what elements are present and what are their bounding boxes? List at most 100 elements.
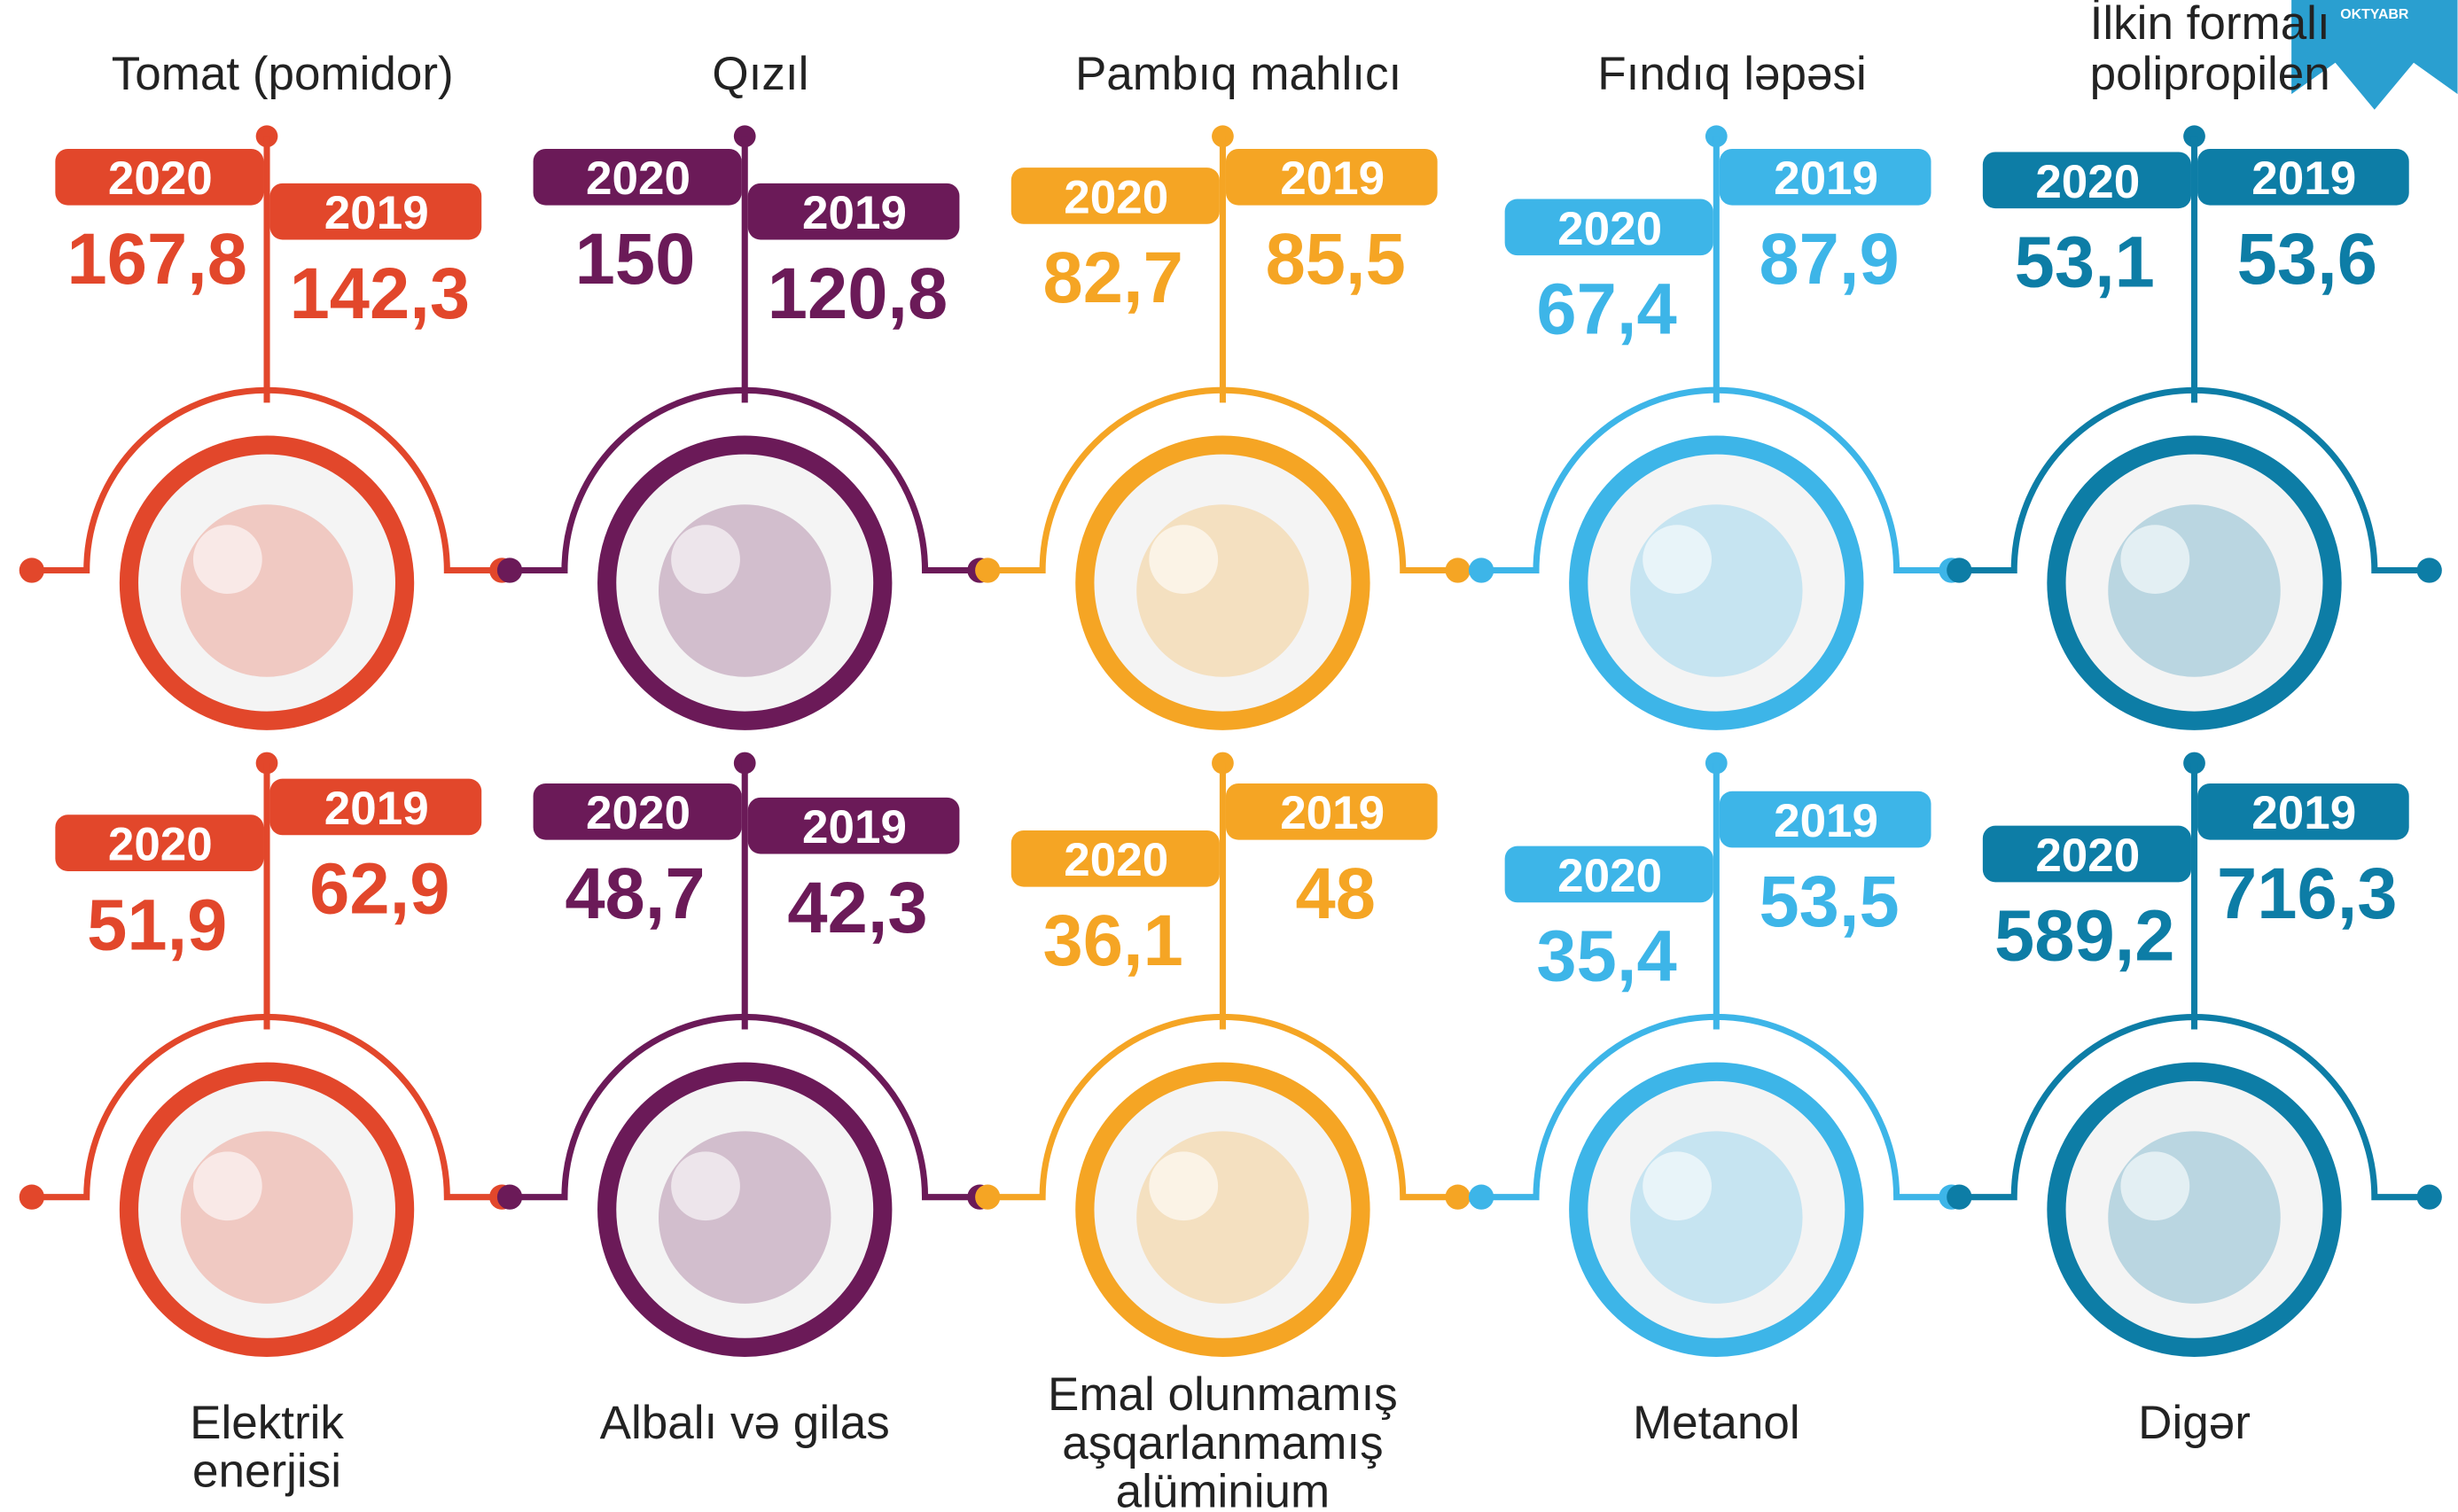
year-label: 2019 xyxy=(324,783,429,835)
end-dot xyxy=(2417,557,2442,582)
infographic: OKTYABR 2020 2019 167,8 142,3 Tomat (pomidor… xyxy=(0,0,2458,1512)
end-dot xyxy=(1469,557,1494,582)
year-label: 2019 xyxy=(802,187,907,239)
value-2019: 53,6 xyxy=(2237,219,2377,300)
year-label: 2020 xyxy=(108,819,213,871)
item-label: enerjisi xyxy=(192,1446,341,1498)
image-placeholder xyxy=(1630,504,1802,676)
value-2019: 85,5 xyxy=(1266,219,1406,300)
year-label: 2020 xyxy=(586,787,691,839)
item-card: 2020 2019 67,4 87,9 Fındıq ləpəsi xyxy=(1469,48,1964,721)
year-label: 2020 xyxy=(2035,156,2140,208)
item-label: alüminium xyxy=(1116,1466,1330,1512)
end-dot xyxy=(497,557,522,582)
image-placeholder xyxy=(181,1131,353,1303)
image-placeholder xyxy=(671,525,740,594)
value-2019: 120,8 xyxy=(768,253,948,334)
value-2020: 53,1 xyxy=(2015,222,2155,303)
year-label: 2019 xyxy=(324,187,429,239)
end-dot xyxy=(975,557,1000,582)
image-placeholder xyxy=(181,504,353,676)
end-dot xyxy=(1445,1185,1470,1210)
image-placeholder xyxy=(193,1151,262,1220)
item-label: Fındıq ləpəsi xyxy=(1597,48,1867,100)
image-placeholder xyxy=(1149,1151,1218,1220)
image-placeholder xyxy=(659,1131,831,1303)
value-2020: 35,4 xyxy=(1536,916,1676,997)
year-label: 2019 xyxy=(2251,787,2356,839)
end-dot xyxy=(20,1185,44,1210)
end-dot xyxy=(20,557,44,582)
value-2019: 48 xyxy=(1295,853,1375,934)
year-label: 2019 xyxy=(1280,152,1385,205)
value-2019: 716,3 xyxy=(2217,853,2397,934)
value-2020: 150 xyxy=(575,219,696,300)
item-card: 2020 2019 589,2 716,3 Digər xyxy=(1947,752,2442,1449)
image-placeholder xyxy=(1643,1151,1712,1220)
end-dot xyxy=(2417,1185,2442,1210)
value-2020: 36,1 xyxy=(1043,900,1183,981)
end-dot xyxy=(1445,557,1470,582)
end-dot xyxy=(1947,557,1971,582)
item-card: 2020 2019 82,7 85,5 Pambıq mahlıcı xyxy=(975,48,1471,721)
image-placeholder xyxy=(1136,1131,1308,1303)
item-card: 2020 2019 48,7 42,3 Albalı və gilas xyxy=(497,752,993,1449)
year-label: 2020 xyxy=(108,152,213,205)
year-label: 2020 xyxy=(1557,850,1662,902)
value-2020: 51,9 xyxy=(87,885,227,965)
image-placeholder xyxy=(2120,525,2189,594)
image-placeholder xyxy=(671,1151,740,1220)
year-label: 2020 xyxy=(1064,834,1168,886)
item-card: 2020 2019 167,8 142,3 Tomat (pomidor) xyxy=(20,48,515,721)
item-card: 2020 2019 36,1 48 Emal olunmamışaşqarlanmamı… xyxy=(975,752,1471,1512)
year-label: 2019 xyxy=(1774,152,1878,205)
item-label: Metanol xyxy=(1633,1397,1800,1449)
image-placeholder xyxy=(1136,504,1308,676)
value-2019: 53,5 xyxy=(1759,861,1899,942)
item-label: Pambıq mahlıcı xyxy=(1075,48,1401,100)
year-label: 2020 xyxy=(1064,171,1168,223)
value-2019: 62,9 xyxy=(309,849,449,930)
value-2020: 589,2 xyxy=(1994,896,2174,977)
item-label: Tomat (pomidor) xyxy=(112,48,454,100)
item-card: 2020 2019 53,1 53,6 İlkin formalıpolipropile… xyxy=(1947,0,2442,721)
item-card: 2020 2019 35,4 53,5 Metanol xyxy=(1469,752,1964,1449)
year-label: 2019 xyxy=(1774,795,1878,847)
value-2019: 142,3 xyxy=(290,253,470,334)
year-label: 2019 xyxy=(802,801,907,853)
item-label: Elektrik xyxy=(190,1397,344,1449)
image-placeholder xyxy=(2108,1131,2280,1303)
item-card: 2020 2019 150 120,8 Qızıl xyxy=(497,48,993,721)
page: OKTYABR 2020 2019 167,8 142,3 Tomat (pomidor… xyxy=(0,0,2458,1512)
end-dot xyxy=(497,1185,522,1210)
image-placeholder xyxy=(193,525,262,594)
item-label: Albalı və gilas xyxy=(600,1397,890,1449)
logo-text: OKTYABR xyxy=(2340,7,2409,22)
year-label: 2020 xyxy=(586,152,691,205)
year-label: 2019 xyxy=(1280,787,1385,839)
image-placeholder xyxy=(659,504,831,676)
image-placeholder xyxy=(1149,525,1218,594)
year-label: 2020 xyxy=(1557,203,1662,255)
value-2020: 167,8 xyxy=(67,219,247,300)
image-placeholder xyxy=(1630,1131,1802,1303)
item-label: İlkin formalı xyxy=(2090,0,2330,50)
value-2020: 82,7 xyxy=(1043,238,1183,318)
year-label: 2020 xyxy=(2035,830,2140,882)
item-label: polipropilen xyxy=(2090,48,2330,100)
item-label: Qızıl xyxy=(712,48,808,100)
image-placeholder xyxy=(2108,504,2280,676)
end-dot xyxy=(1947,1185,1971,1210)
value-2020: 48,7 xyxy=(565,853,705,934)
image-placeholder xyxy=(1643,525,1712,594)
item-label: Digər xyxy=(2138,1397,2251,1449)
item-label: Emal olunmamış xyxy=(1048,1368,1398,1421)
value-2020: 67,4 xyxy=(1536,269,1676,350)
year-label: 2019 xyxy=(2251,152,2356,205)
value-2019: 87,9 xyxy=(1759,219,1899,300)
end-dot xyxy=(1469,1185,1494,1210)
value-2019: 42,3 xyxy=(787,868,927,948)
item-label: aşqarlanmamış xyxy=(1062,1417,1383,1469)
end-dot xyxy=(975,1185,1000,1210)
